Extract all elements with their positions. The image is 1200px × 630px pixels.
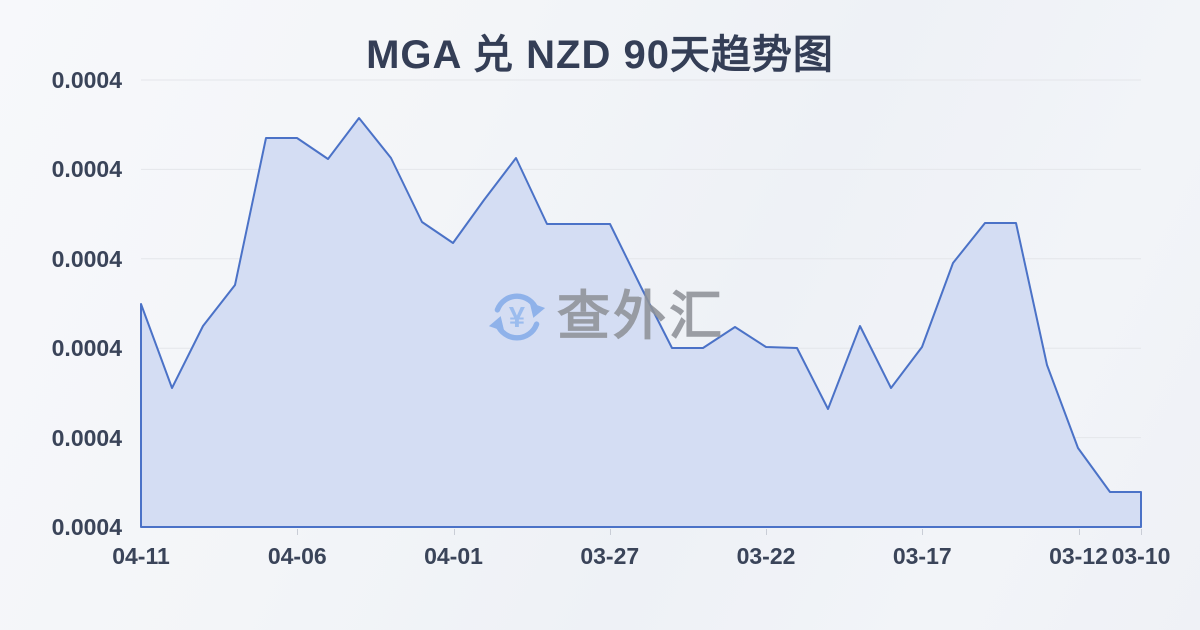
area-series-fill	[140, 117, 1142, 528]
chart-title: MGA 兑 NZD 90天趋势图	[366, 33, 834, 77]
x-axis-tick	[609, 529, 611, 535]
x-axis-label: 03-10	[1111, 543, 1171, 569]
x-axis-tick	[1141, 529, 1142, 535]
x-axis-tick	[1078, 529, 1080, 535]
x-axis-label: 03-22	[736, 543, 796, 569]
x-axis-label: 04-06	[267, 543, 327, 569]
x-axis-label: 03-17	[892, 543, 952, 569]
x-axis-label: 03-27	[580, 543, 640, 569]
x-axis-label: 03-12	[1049, 543, 1108, 569]
y-axis-label: 0.0004	[51, 514, 122, 540]
y-axis-label: 0.0004	[51, 245, 122, 272]
y-axis-label: 0.0004	[51, 156, 122, 183]
x-axis-label: 04-11	[112, 543, 170, 569]
x-axis-tick	[766, 529, 767, 535]
y-axis-label: 0.0004	[51, 424, 122, 451]
trend-plot-area	[140, 79, 1142, 528]
x-axis-label: 04-01	[424, 543, 483, 569]
x-axis-tick	[297, 529, 299, 535]
x-axis-tick	[453, 529, 455, 535]
y-axis-label: 0.0004	[51, 335, 122, 362]
x-axis-tick	[922, 529, 924, 535]
y-axis-label: 0.0004	[51, 67, 122, 93]
